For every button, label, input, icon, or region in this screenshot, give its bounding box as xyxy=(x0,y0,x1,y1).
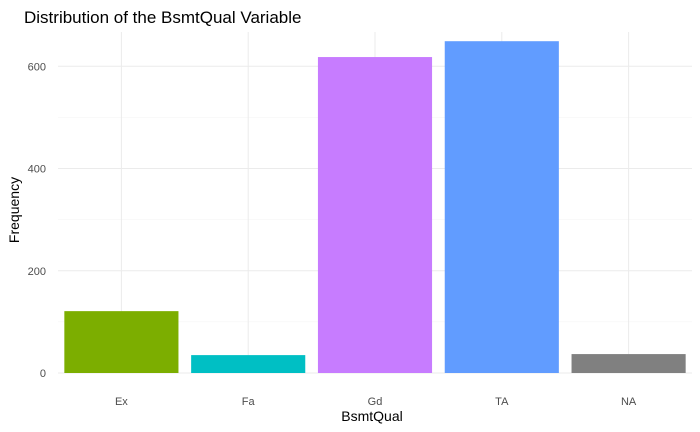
x-tick-label: NA xyxy=(621,396,637,408)
y-tick-label: 400 xyxy=(28,164,46,176)
bars xyxy=(64,41,686,374)
bar-na xyxy=(571,354,686,373)
y-tick-label: 200 xyxy=(28,266,46,278)
y-axis-ticks: 0 200 400 600 xyxy=(28,61,46,380)
x-tick-label: TA xyxy=(495,396,509,408)
x-tick-label: Fa xyxy=(242,396,256,408)
x-axis-title: BsmtQual xyxy=(341,408,402,424)
y-tick-label: 0 xyxy=(40,368,46,380)
bar-ta xyxy=(444,41,559,374)
y-tick-label: 600 xyxy=(28,61,46,73)
bar-fa xyxy=(191,355,306,373)
y-axis-title: Frequency xyxy=(6,177,22,243)
x-axis-ticks: Ex Fa Gd TA NA xyxy=(115,396,637,408)
bar-gd xyxy=(317,57,433,374)
x-tick-label: Ex xyxy=(115,396,128,408)
x-tick-label: Gd xyxy=(368,396,383,408)
bar-ex xyxy=(64,311,179,373)
chart-title: Distribution of the BsmtQual Variable xyxy=(24,8,301,27)
